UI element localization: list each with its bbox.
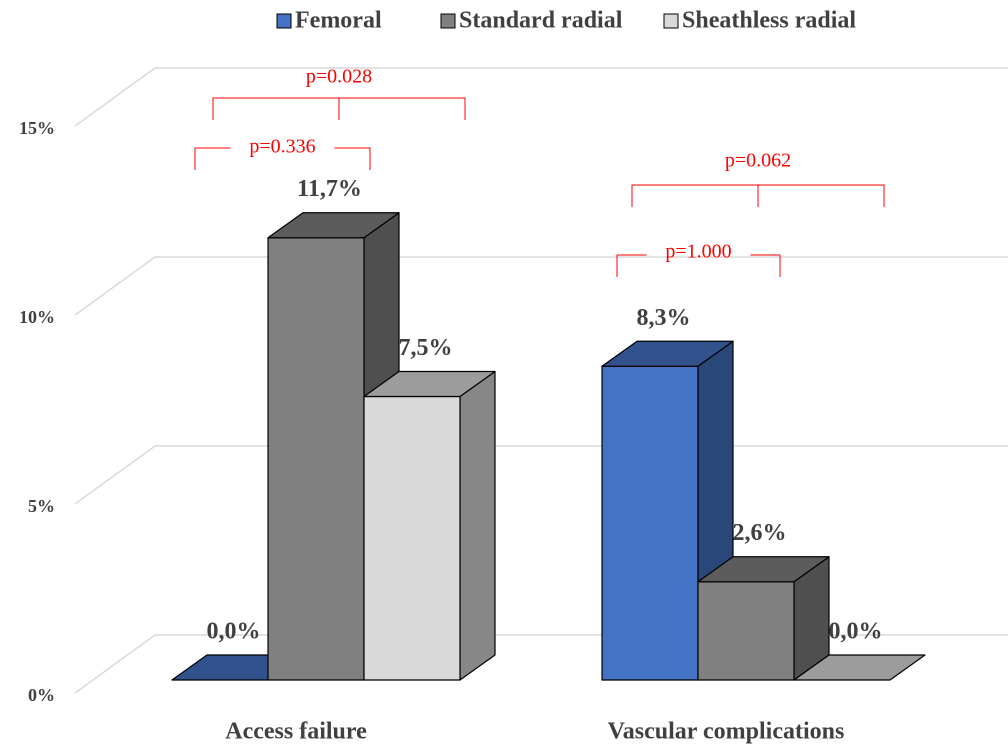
bracket — [616, 254, 647, 277]
y-tick-label: 0% — [28, 685, 55, 705]
value-label: 11,7% — [297, 176, 362, 202]
y-tick-label: 10% — [19, 307, 55, 327]
value-label: 7,5% — [399, 335, 453, 361]
x-tick-label: Access failure — [225, 719, 367, 745]
bracket — [334, 147, 371, 170]
bar-top — [793, 654, 926, 681]
y-tick-label: 15% — [19, 118, 55, 138]
bar-top — [601, 340, 734, 367]
bar-top — [697, 556, 830, 583]
x-tick-label: Vascular complications — [608, 719, 845, 745]
y-tick-label: 5% — [28, 496, 55, 516]
bar-front — [363, 395, 461, 681]
legend-label: Standard radial — [459, 8, 623, 34]
annotation: p=0.062 — [725, 150, 791, 172]
bracket — [750, 254, 781, 277]
bar-front — [697, 581, 795, 681]
grid-line — [74, 256, 1008, 316]
legend-swatch — [440, 13, 456, 29]
value-label: 0,0% — [207, 619, 261, 645]
bar-front — [601, 365, 699, 681]
grid-line — [74, 67, 1008, 127]
legend-swatch — [276, 13, 292, 29]
annotation: p=1.000 — [665, 241, 731, 263]
value-label: 0,0% — [829, 619, 883, 645]
legend-swatch — [663, 13, 679, 29]
grid-line — [74, 445, 1008, 505]
bracket — [194, 147, 231, 170]
bar — [363, 370, 496, 681]
value-label: 8,3% — [637, 305, 691, 331]
bar — [697, 556, 830, 681]
bar-top — [363, 370, 496, 398]
annotation: p=0.336 — [249, 136, 315, 158]
bar-top — [267, 212, 400, 239]
value-label: 2,6% — [733, 520, 787, 546]
legend-label: Sheathless radial — [682, 8, 856, 34]
legend-label: Femoral — [295, 8, 382, 34]
bar-front — [267, 237, 365, 681]
bar — [793, 654, 926, 681]
annotation: p=0.028 — [306, 66, 372, 88]
bar-side — [459, 370, 496, 681]
